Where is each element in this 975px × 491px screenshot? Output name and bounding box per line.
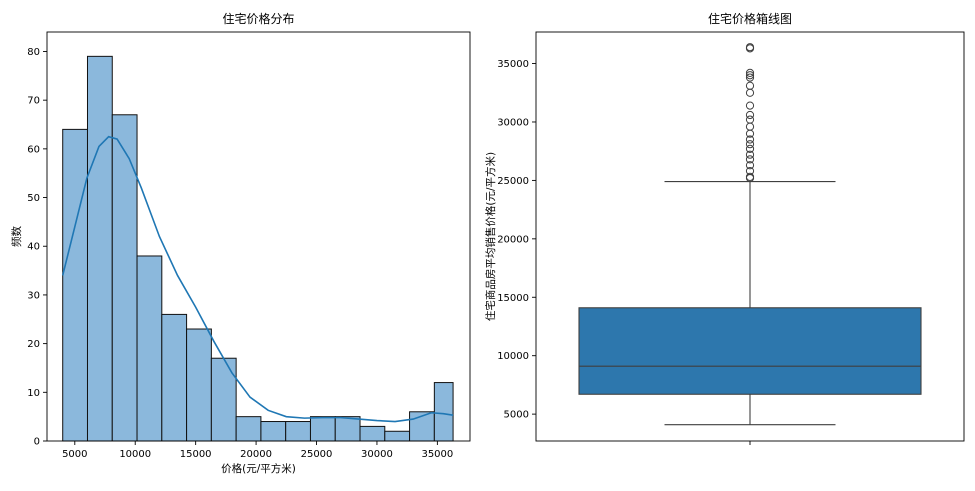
y-tick-label: 0 <box>34 437 40 448</box>
histogram-bars <box>62 55 454 442</box>
outlier-point <box>745 115 755 124</box>
y-tick-label: 80 <box>27 47 40 58</box>
outlier-point <box>745 172 755 182</box>
histogram-bar <box>186 328 212 442</box>
histogram-x-axis-label: 价格(元/平方米) <box>221 462 296 475</box>
x-tick-label: 35000 <box>421 449 453 460</box>
outlier-point <box>745 43 755 52</box>
outlier-point <box>745 88 755 97</box>
boxplot-box-group <box>578 181 922 426</box>
outlier-point <box>745 135 755 144</box>
histogram-bar <box>235 416 262 442</box>
histogram-bar <box>359 425 386 442</box>
y-tick-label: 70 <box>27 96 40 107</box>
x-tick-label: 5000 <box>62 449 87 460</box>
outlier-point <box>745 81 755 90</box>
x-tick-label: 15000 <box>180 449 212 460</box>
histogram-panel: 住宅价格分布 5000 10000 15000 20000 25000 30000 3500… <box>10 11 471 475</box>
outlier-point <box>745 140 755 149</box>
outlier-point <box>745 73 755 82</box>
histogram-bar <box>433 382 454 442</box>
histogram-x-ticks: 5000 10000 15000 20000 25000 30000 35000 <box>62 441 453 460</box>
x-tick-label: 20000 <box>240 449 272 460</box>
histogram-plot-frame <box>46 31 471 442</box>
y-tick-label: 50 <box>27 193 40 204</box>
x-tick-label: 25000 <box>301 449 333 460</box>
y-tick-label: 15000 <box>497 293 529 304</box>
outlier-point <box>745 155 755 164</box>
y-tick-label: 35000 <box>497 59 529 70</box>
y-tick-label: 40 <box>27 242 40 253</box>
histogram-bar <box>111 114 138 442</box>
y-tick-label: 10 <box>27 388 40 399</box>
histogram-y-axis-label: 频数 <box>10 226 23 247</box>
histogram-bar <box>136 255 163 442</box>
histogram-bar <box>384 430 411 442</box>
boxplot-panel: 住宅价格箱线图 5000 10000 15000 20000 25000 30000 350… <box>484 11 965 445</box>
outlier-point <box>745 144 755 153</box>
x-tick-label: 30000 <box>361 449 393 460</box>
boxplot-y-ticks: 5000 10000 15000 20000 25000 30000 35000 <box>497 59 536 421</box>
outlier-point <box>745 150 755 159</box>
y-tick-label: 60 <box>27 144 40 155</box>
outlier-point <box>745 166 755 176</box>
histogram-bar <box>210 357 237 442</box>
y-tick-label: 5000 <box>504 410 529 421</box>
histogram-bar <box>161 313 188 442</box>
y-tick-label: 25000 <box>497 176 529 187</box>
histogram-bar <box>309 416 336 442</box>
histogram-y-ticks: 0 10 20 30 40 50 60 70 80 <box>27 47 47 448</box>
histogram-bar <box>285 421 311 442</box>
y-tick-label: 20000 <box>497 234 529 245</box>
boxplot-title: 住宅价格箱线图 <box>708 11 792 26</box>
y-tick-label: 20 <box>27 339 40 350</box>
kde-curve <box>61 135 454 423</box>
boxplot-y-axis-label: 住宅商品房平均销售价格(元/平方米) <box>484 152 497 321</box>
histogram-title: 住宅价格分布 <box>222 11 294 26</box>
y-tick-label: 30000 <box>497 117 529 128</box>
x-tick-label: 10000 <box>119 449 151 460</box>
outlier-point <box>745 71 755 80</box>
histogram-bar <box>86 55 113 442</box>
histogram-bar <box>260 421 287 442</box>
boxplot-outliers <box>745 43 755 183</box>
outlier-point <box>745 68 755 78</box>
histogram-bar <box>334 416 361 442</box>
y-tick-label: 30 <box>27 290 40 301</box>
outlier-point <box>745 161 755 170</box>
outlier-point <box>745 101 755 110</box>
histogram-bar <box>62 128 88 442</box>
outlier-point <box>745 110 755 120</box>
boxplot-box <box>578 307 922 395</box>
outlier-point <box>745 122 755 131</box>
y-tick-label: 10000 <box>497 351 529 362</box>
